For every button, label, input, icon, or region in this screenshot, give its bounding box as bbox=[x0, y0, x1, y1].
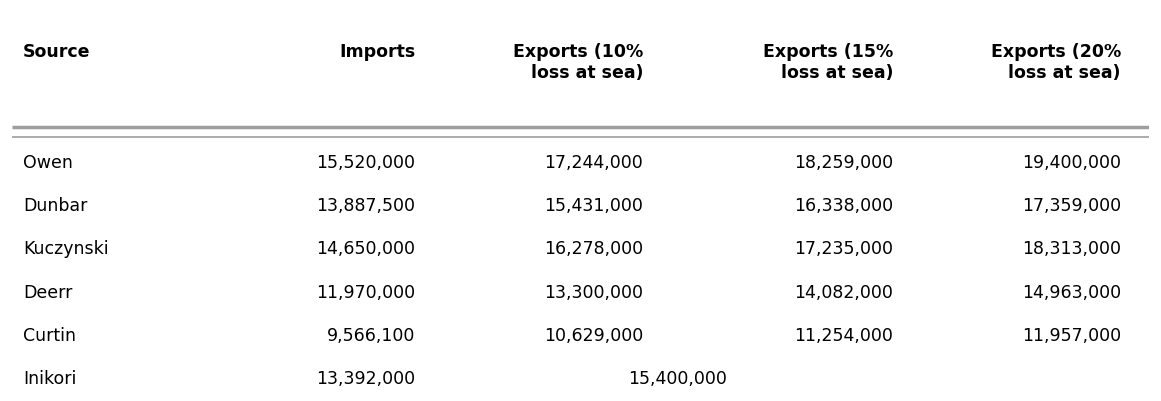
Text: Inikori: Inikori bbox=[23, 369, 77, 387]
Text: 13,887,500: 13,887,500 bbox=[317, 196, 416, 215]
Text: 11,957,000: 11,957,000 bbox=[1022, 326, 1122, 344]
Text: 14,650,000: 14,650,000 bbox=[317, 240, 416, 258]
Text: 16,278,000: 16,278,000 bbox=[545, 240, 643, 258]
Text: 17,359,000: 17,359,000 bbox=[1022, 196, 1122, 215]
Text: Exports (20%
loss at sea): Exports (20% loss at sea) bbox=[990, 43, 1122, 82]
Text: 17,244,000: 17,244,000 bbox=[545, 153, 643, 171]
Text: Imports: Imports bbox=[339, 43, 416, 61]
Text: 15,520,000: 15,520,000 bbox=[317, 153, 416, 171]
Text: 16,338,000: 16,338,000 bbox=[794, 196, 894, 215]
Text: Exports (15%
loss at sea): Exports (15% loss at sea) bbox=[763, 43, 894, 82]
Text: 17,235,000: 17,235,000 bbox=[794, 240, 894, 258]
Text: 10,629,000: 10,629,000 bbox=[543, 326, 643, 344]
Text: 11,254,000: 11,254,000 bbox=[794, 326, 894, 344]
Text: 13,300,000: 13,300,000 bbox=[545, 283, 643, 301]
Text: 18,313,000: 18,313,000 bbox=[1022, 240, 1122, 258]
Text: 9,566,100: 9,566,100 bbox=[327, 326, 416, 344]
Text: Exports (10%
loss at sea): Exports (10% loss at sea) bbox=[513, 43, 643, 82]
Text: 18,259,000: 18,259,000 bbox=[794, 153, 894, 171]
Text: Dunbar: Dunbar bbox=[23, 196, 87, 215]
Text: 14,082,000: 14,082,000 bbox=[794, 283, 894, 301]
Text: Deerr: Deerr bbox=[23, 283, 72, 301]
Text: Owen: Owen bbox=[23, 153, 73, 171]
Text: Kuczynski: Kuczynski bbox=[23, 240, 109, 258]
Text: 19,400,000: 19,400,000 bbox=[1022, 153, 1122, 171]
Text: Source: Source bbox=[23, 43, 91, 61]
Text: 11,970,000: 11,970,000 bbox=[317, 283, 416, 301]
Text: Curtin: Curtin bbox=[23, 326, 75, 344]
Text: 13,392,000: 13,392,000 bbox=[317, 369, 416, 387]
Text: 14,963,000: 14,963,000 bbox=[1022, 283, 1122, 301]
Text: 15,400,000: 15,400,000 bbox=[628, 369, 727, 387]
Text: 15,431,000: 15,431,000 bbox=[545, 196, 643, 215]
